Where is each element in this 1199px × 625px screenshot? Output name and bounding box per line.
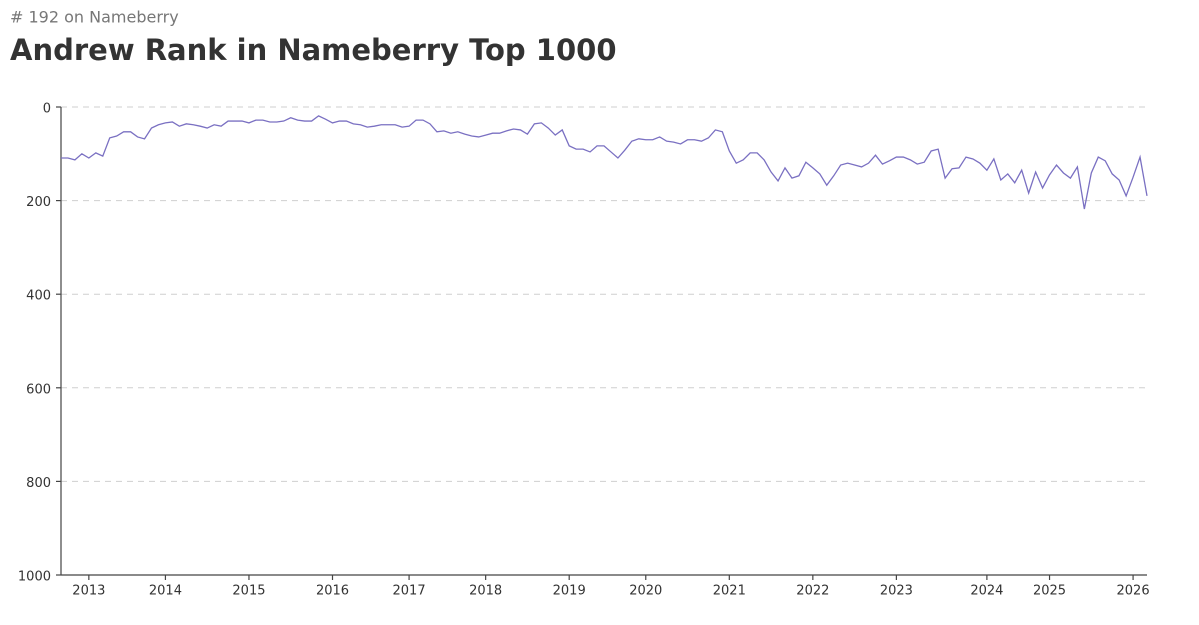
x-tick-label: 2023 xyxy=(880,584,913,599)
x-tick-label: 2026 xyxy=(1117,584,1150,599)
x-tick-label: 2014 xyxy=(149,584,182,599)
x-tick-label: 2020 xyxy=(629,584,662,599)
x-tick-label: 2018 xyxy=(469,584,502,599)
y-tick-label: 400 xyxy=(26,289,51,304)
x-tick-label: 2022 xyxy=(796,584,829,599)
y-tick-label: 200 xyxy=(26,195,51,210)
x-tick-label: 2025 xyxy=(1033,584,1066,599)
y-tick-label: 0 xyxy=(43,102,51,117)
x-tick-label: 2019 xyxy=(553,584,586,599)
chart-subtitle: # 192 on Nameberry xyxy=(10,8,179,27)
x-tick-label: 2013 xyxy=(72,584,105,599)
x-tick-label: 2021 xyxy=(713,584,746,599)
y-tick-label: 800 xyxy=(26,476,51,491)
y-tick-label: 600 xyxy=(26,382,51,397)
line-series xyxy=(61,115,1148,210)
x-tick-label: 2016 xyxy=(316,584,349,599)
x-tick-label: 2017 xyxy=(393,584,426,599)
x-tick-label: 2015 xyxy=(232,584,265,599)
chart-title: Andrew Rank in Nameberry Top 1000 xyxy=(10,33,617,67)
y-tick-label: 1000 xyxy=(18,570,51,585)
x-tick-label: 2024 xyxy=(970,584,1003,599)
